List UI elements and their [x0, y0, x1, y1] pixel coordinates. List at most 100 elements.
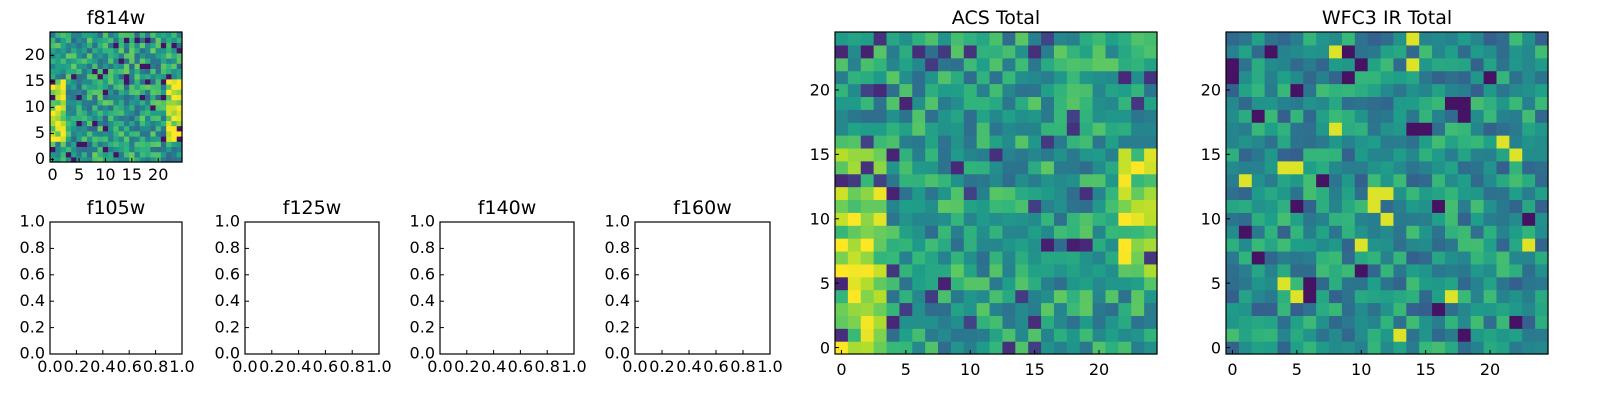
y-tick-label: 0 [35, 149, 45, 168]
heatmap-cell [912, 238, 926, 252]
heatmap-cell [60, 63, 67, 69]
heatmap-cell [1079, 186, 1094, 201]
heatmap-cell [134, 78, 141, 85]
heatmap-cell [166, 84, 173, 90]
heatmap-cell [1028, 83, 1042, 97]
heatmap-cell [60, 84, 67, 90]
heatmap-cell [1444, 173, 1459, 188]
heatmap-cell [118, 110, 125, 116]
heatmap-cell [1509, 315, 1523, 329]
heatmap-cell [1264, 341, 1279, 355]
heatmap-cell [166, 58, 173, 64]
y-tick-label: 0.4 [410, 291, 435, 310]
heatmap-cell [1329, 289, 1343, 304]
heatmap-cell [1041, 135, 1055, 149]
heatmap-cell [113, 89, 120, 95]
heatmap-cell [60, 52, 67, 59]
heatmap-cell [1079, 147, 1094, 162]
heatmap-cell [1509, 328, 1523, 342]
heatmap-cell [1277, 238, 1291, 252]
heatmap-cell [989, 276, 1004, 291]
heatmap-cell [155, 68, 162, 75]
heatmap-cell [1316, 70, 1330, 85]
heatmap-cell [1028, 70, 1042, 85]
heatmap-cell [1393, 263, 1407, 278]
heatmap-cell [1419, 44, 1433, 59]
heatmap-cell [1066, 263, 1081, 278]
heatmap-cell [113, 151, 120, 158]
heatmap-cell [1015, 109, 1029, 123]
heatmap-cell [1444, 315, 1459, 329]
heatmap-cell [55, 73, 62, 80]
heatmap-cell [155, 120, 162, 127]
heatmap-cell [139, 52, 146, 59]
heatmap-cell [81, 63, 88, 69]
heatmap-cell [150, 99, 157, 106]
heatmap-cell [1251, 44, 1266, 59]
heatmap-cell [886, 135, 900, 149]
heatmap-cell [81, 47, 88, 54]
heatmap-cell [847, 250, 862, 265]
heatmap-cell [1367, 315, 1382, 329]
heatmap-cell [118, 104, 125, 111]
heatmap-cell [1444, 135, 1459, 149]
heatmap-cell [873, 341, 888, 355]
heatmap-cell [1079, 199, 1094, 213]
heatmap-cell [1419, 160, 1433, 175]
heatmap-cell [989, 83, 1004, 97]
heatmap-cell [155, 110, 162, 116]
heatmap-cell [1041, 289, 1055, 304]
heatmap-cell [150, 104, 157, 111]
heatmap-cell [1367, 199, 1382, 213]
heatmap-cell [160, 94, 167, 101]
heatmap-cell [1015, 199, 1029, 213]
heatmap-cell [176, 47, 183, 54]
heatmap-cell [76, 125, 83, 132]
heatmap-cell [1238, 147, 1253, 162]
heatmap-cell [1367, 109, 1382, 123]
heatmap-cell [86, 130, 93, 137]
heatmap-cell [1470, 212, 1485, 226]
heatmap-cell [118, 99, 125, 106]
heatmap-cell [1092, 160, 1107, 175]
y-tick-label: 0.4 [20, 291, 45, 310]
heatmap-cell [1290, 199, 1304, 213]
heatmap-cell [1457, 276, 1472, 291]
heatmap-cell [176, 151, 183, 158]
heatmap-cell [113, 141, 120, 147]
heatmap-cell [1522, 225, 1536, 239]
x-tick-label: 5 [74, 165, 84, 184]
heatmap-cell [899, 122, 913, 136]
heatmap-cell [1105, 199, 1119, 213]
heatmap-cell [155, 78, 162, 85]
heatmap-cell [1483, 238, 1498, 252]
heatmap-cell [1092, 328, 1107, 342]
heatmap-cell [55, 94, 62, 101]
heatmap-cell [1118, 147, 1132, 162]
heatmap-cell [1509, 57, 1523, 72]
heatmap-cell [1444, 186, 1459, 201]
heatmap-cell [938, 135, 952, 149]
heatmap-cell [847, 122, 862, 136]
heatmap-cell [1238, 173, 1253, 188]
heatmap-cell [976, 160, 991, 175]
heatmap-cell [150, 32, 157, 38]
heatmap-cell [950, 302, 965, 316]
heatmap-cell [1226, 315, 1240, 329]
heatmap-cell [873, 32, 888, 46]
heatmap-cell [963, 225, 978, 239]
heatmap-cell [912, 135, 926, 149]
heatmap-cell [1496, 276, 1510, 291]
heatmap-cell [86, 115, 93, 121]
heatmap-cell [1522, 135, 1536, 149]
heatmap-cell [1535, 276, 1549, 291]
heatmap-cell [1329, 263, 1343, 278]
heatmap-cell [1367, 32, 1382, 46]
heatmap-cell [950, 135, 965, 149]
heatmap-cell [1303, 276, 1317, 291]
heatmap-cell [1277, 70, 1291, 85]
heatmap-cell [92, 42, 99, 49]
heatmap-cell [1341, 276, 1356, 291]
heatmap-cell [1226, 199, 1240, 213]
heatmap-cell [873, 44, 888, 59]
